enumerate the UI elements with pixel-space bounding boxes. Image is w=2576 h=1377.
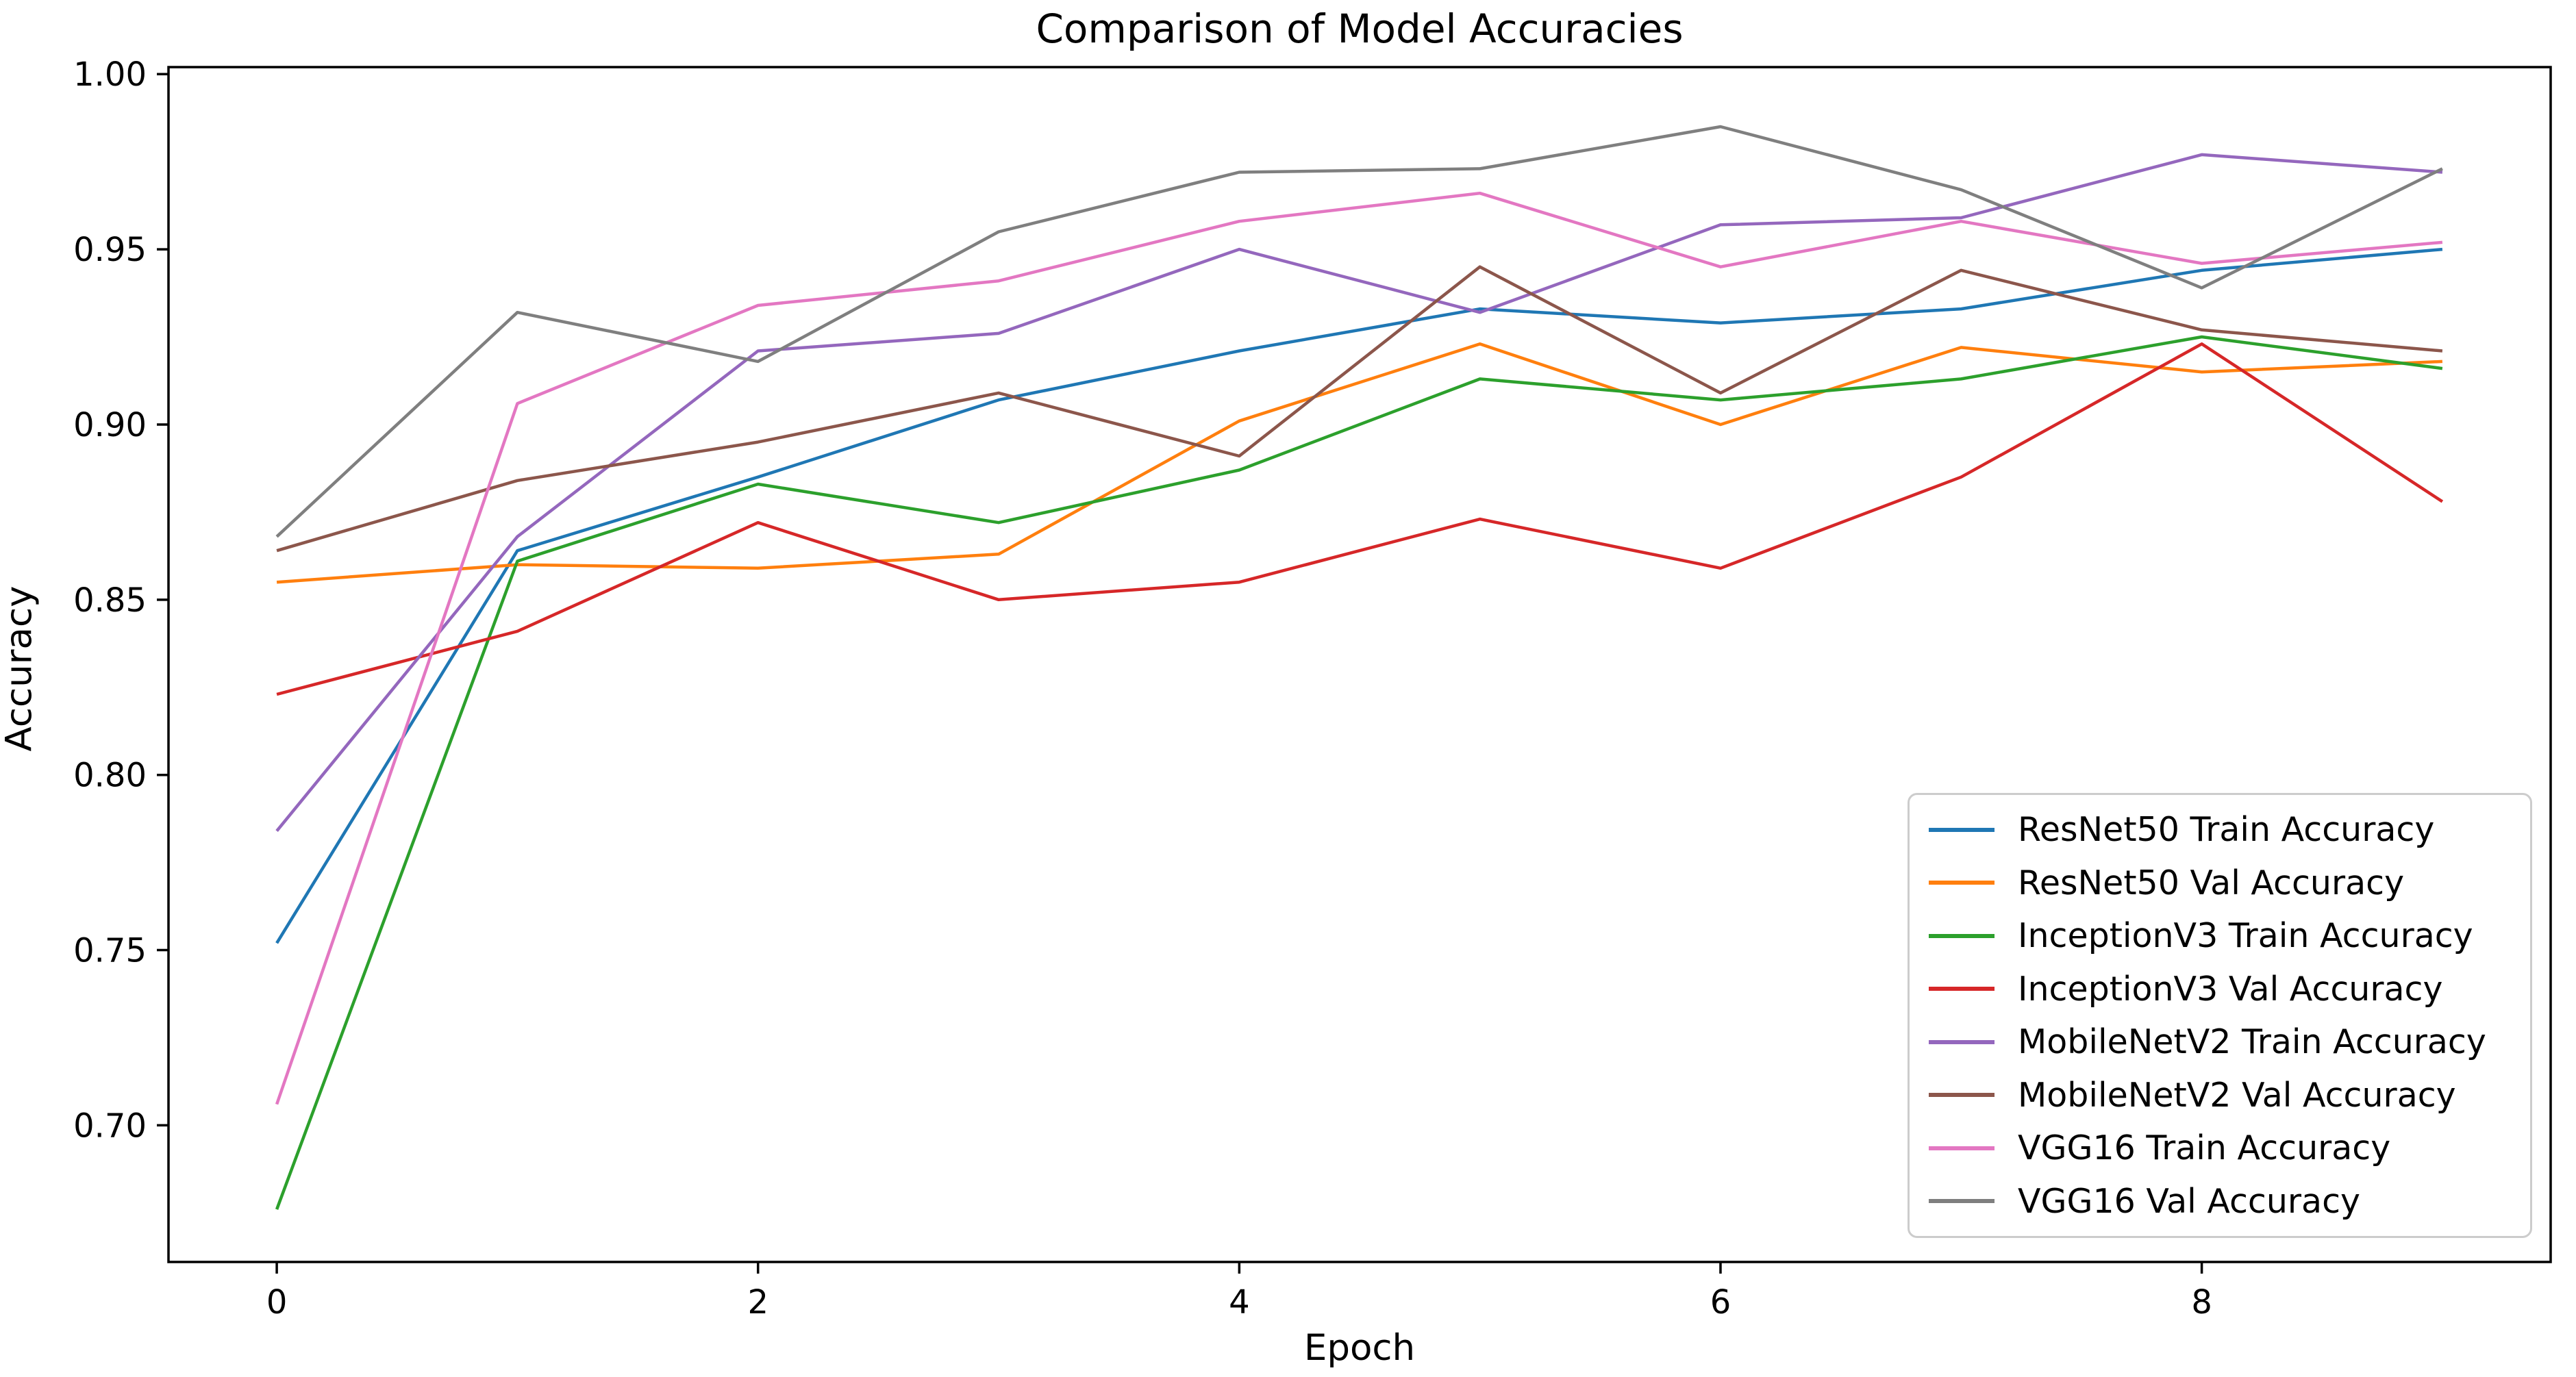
- y-axis-label: Accuracy: [0, 585, 40, 752]
- series-line-0: [275, 247, 2443, 944]
- legend-swatch-5: [1929, 1093, 1994, 1098]
- legend-item-0: ResNet50 Train Accuracy: [1929, 810, 2511, 849]
- x-tick-label: 8: [2191, 1283, 2212, 1322]
- y-tick-label: 1.00: [73, 55, 147, 94]
- legend-label-4: MobileNetV2 Train Accuracy: [2018, 1022, 2486, 1062]
- x-axis-label: Epoch: [1303, 1327, 1416, 1369]
- axes-spines: [167, 66, 2552, 1263]
- series-line-1: [276, 342, 2442, 584]
- y-tick-label: 0.70: [73, 1107, 147, 1145]
- legend-swatch-0: [1929, 827, 1994, 832]
- legend-item-3: InceptionV3 Val Accuracy: [1929, 970, 2511, 1009]
- x-tick-label: 0: [266, 1283, 288, 1322]
- y-tick-label: 0.80: [73, 757, 147, 795]
- legend: ResNet50 Train Accuracy ResNet50 Val Accu…: [1908, 793, 2532, 1238]
- x-tick-label: 6: [1710, 1283, 1731, 1322]
- legend-item-6: VGG16 Train Accuracy: [1929, 1128, 2511, 1167]
- y-tick-label: 0.90: [73, 406, 147, 444]
- series-line-6: [275, 191, 2443, 1105]
- x-tick-label: 2: [747, 1283, 768, 1322]
- series-line-7: [275, 125, 2443, 538]
- legend-item-2: InceptionV3 Train Accuracy: [1929, 916, 2511, 955]
- legend-item-4: MobileNetV2 Train Accuracy: [1929, 1022, 2511, 1061]
- y-tick-label: 0.85: [73, 581, 147, 620]
- y-tick-label: 0.75: [73, 932, 147, 970]
- series-line-2: [275, 335, 2443, 1210]
- legend-item-1: ResNet50 Val Accuracy: [1929, 863, 2511, 902]
- series-line-4: [275, 153, 2443, 833]
- legend-swatch-3: [1929, 987, 1994, 991]
- legend-label-6: VGG16 Train Accuracy: [2018, 1128, 2391, 1168]
- chart-title: Comparison of Model Accuracies: [1036, 5, 1684, 52]
- legend-label-3: InceptionV3 Val Accuracy: [2018, 969, 2443, 1009]
- legend-swatch-2: [1929, 933, 1994, 938]
- legend-label-7: VGG16 Val Accuracy: [2018, 1181, 2361, 1221]
- legend-swatch-1: [1929, 881, 1994, 885]
- legend-label-0: ResNet50 Train Accuracy: [2018, 810, 2435, 850]
- legend-label-1: ResNet50 Val Accuracy: [2018, 863, 2405, 902]
- legend-item-7: VGG16 Val Accuracy: [1929, 1182, 2511, 1221]
- legend-swatch-6: [1929, 1146, 1994, 1150]
- y-tick-label: 0.95: [73, 231, 147, 269]
- x-tick-label: 4: [1229, 1283, 1250, 1322]
- legend-label-2: InceptionV3 Train Accuracy: [2018, 916, 2473, 956]
- series-line-5: [276, 265, 2443, 553]
- legend-label-5: MobileNetV2 Val Accuracy: [2018, 1075, 2456, 1115]
- legend-item-5: MobileNetV2 Val Accuracy: [1929, 1076, 2511, 1115]
- series-line-3: [276, 342, 2444, 696]
- legend-swatch-4: [1929, 1039, 1994, 1044]
- legend-swatch-7: [1929, 1199, 1994, 1204]
